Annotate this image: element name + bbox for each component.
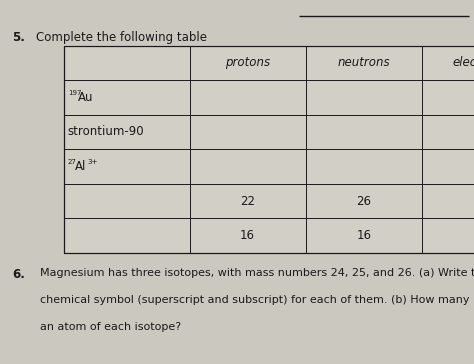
Bar bbox=[190, 149, 306, 184]
Text: Au: Au bbox=[78, 91, 94, 104]
Text: chemical symbol (superscript and subscript) for each of them. (b) How many neutr: chemical symbol (superscript and subscri… bbox=[40, 295, 474, 305]
Bar bbox=[422, 115, 474, 149]
Bar bbox=[422, 149, 474, 184]
Bar bbox=[306, 149, 422, 184]
Bar bbox=[64, 149, 190, 184]
Bar bbox=[306, 80, 422, 115]
Bar bbox=[64, 218, 190, 253]
Text: 16: 16 bbox=[240, 229, 255, 242]
Bar bbox=[190, 46, 306, 80]
Bar bbox=[422, 80, 474, 115]
Text: Al: Al bbox=[75, 160, 87, 173]
Bar bbox=[190, 184, 306, 218]
Text: Magnesium has three isotopes, with mass numbers 24, 25, and 26. (a) Write the co: Magnesium has three isotopes, with mass … bbox=[40, 268, 474, 277]
Bar bbox=[422, 184, 474, 218]
Text: 22: 22 bbox=[240, 195, 255, 207]
Text: 197: 197 bbox=[68, 90, 81, 95]
Text: electrons: electrons bbox=[453, 56, 474, 69]
Bar bbox=[190, 80, 306, 115]
Bar bbox=[64, 46, 190, 80]
Text: Complete the following table: Complete the following table bbox=[36, 31, 207, 44]
Bar bbox=[64, 80, 190, 115]
Bar bbox=[64, 115, 190, 149]
Bar bbox=[190, 115, 306, 149]
Bar bbox=[422, 46, 474, 80]
Bar bbox=[306, 218, 422, 253]
Text: protons: protons bbox=[225, 56, 270, 69]
Text: strontium-90: strontium-90 bbox=[68, 126, 145, 138]
Text: 3+: 3+ bbox=[87, 159, 98, 165]
Text: an atom of each isotope?: an atom of each isotope? bbox=[40, 322, 182, 332]
Text: 5.: 5. bbox=[12, 31, 25, 44]
Text: 27: 27 bbox=[68, 159, 77, 165]
Text: 26: 26 bbox=[356, 195, 371, 207]
Text: 6.: 6. bbox=[12, 268, 25, 281]
Text: 19: 19 bbox=[473, 195, 474, 207]
Text: neutrons: neutrons bbox=[337, 56, 390, 69]
Text: 16: 16 bbox=[356, 229, 371, 242]
Bar bbox=[306, 46, 422, 80]
Bar bbox=[306, 115, 422, 149]
Bar bbox=[306, 184, 422, 218]
Bar bbox=[190, 218, 306, 253]
Text: 18: 18 bbox=[473, 229, 474, 242]
Bar bbox=[64, 46, 474, 253]
Bar bbox=[422, 218, 474, 253]
Bar bbox=[64, 184, 190, 218]
